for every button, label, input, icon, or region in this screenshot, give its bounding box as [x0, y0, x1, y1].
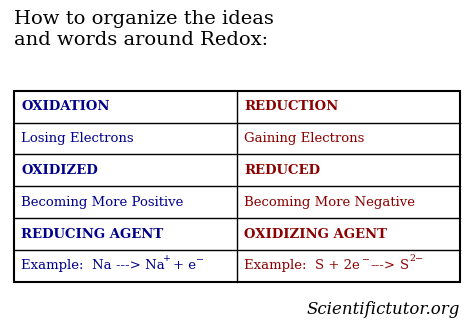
Text: Example:  S + 2e: Example: S + 2e [244, 260, 360, 272]
Text: 2−: 2− [409, 254, 423, 263]
Text: REDUCED: REDUCED [244, 164, 320, 177]
Text: OXIDATION: OXIDATION [21, 100, 110, 113]
Text: Gaining Electrons: Gaining Electrons [244, 132, 365, 145]
Text: + e: + e [173, 260, 196, 272]
Text: −: − [362, 254, 370, 263]
Text: --->: ---> [370, 260, 395, 272]
Text: OXIDIZING AGENT: OXIDIZING AGENT [244, 227, 387, 241]
Text: Example:  Na ---> Na: Example: Na ---> Na [21, 260, 165, 272]
Text: REDUCTION: REDUCTION [244, 100, 338, 113]
Text: Becoming More Positive: Becoming More Positive [21, 196, 184, 209]
Text: +: + [163, 254, 171, 263]
Text: Losing Electrons: Losing Electrons [21, 132, 134, 145]
Text: REDUCING AGENT: REDUCING AGENT [21, 227, 164, 241]
Bar [14, 91, 460, 282]
Text: OXIDIZED: OXIDIZED [21, 164, 98, 177]
Text: Becoming More Negative: Becoming More Negative [244, 196, 415, 209]
Text: How to organize the ideas
and words around Redox:: How to organize the ideas and words arou… [14, 10, 274, 49]
Text: S: S [400, 260, 409, 272]
Text: −: − [196, 254, 204, 263]
Text: Scientifictutor.org: Scientifictutor.org [306, 301, 460, 318]
